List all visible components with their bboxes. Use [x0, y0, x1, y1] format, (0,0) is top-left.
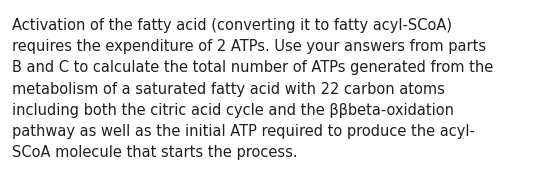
Text: Activation of the fatty acid (converting it to fatty acyl-SCoA)
requires the exp: Activation of the fatty acid (converting… [12, 18, 493, 160]
